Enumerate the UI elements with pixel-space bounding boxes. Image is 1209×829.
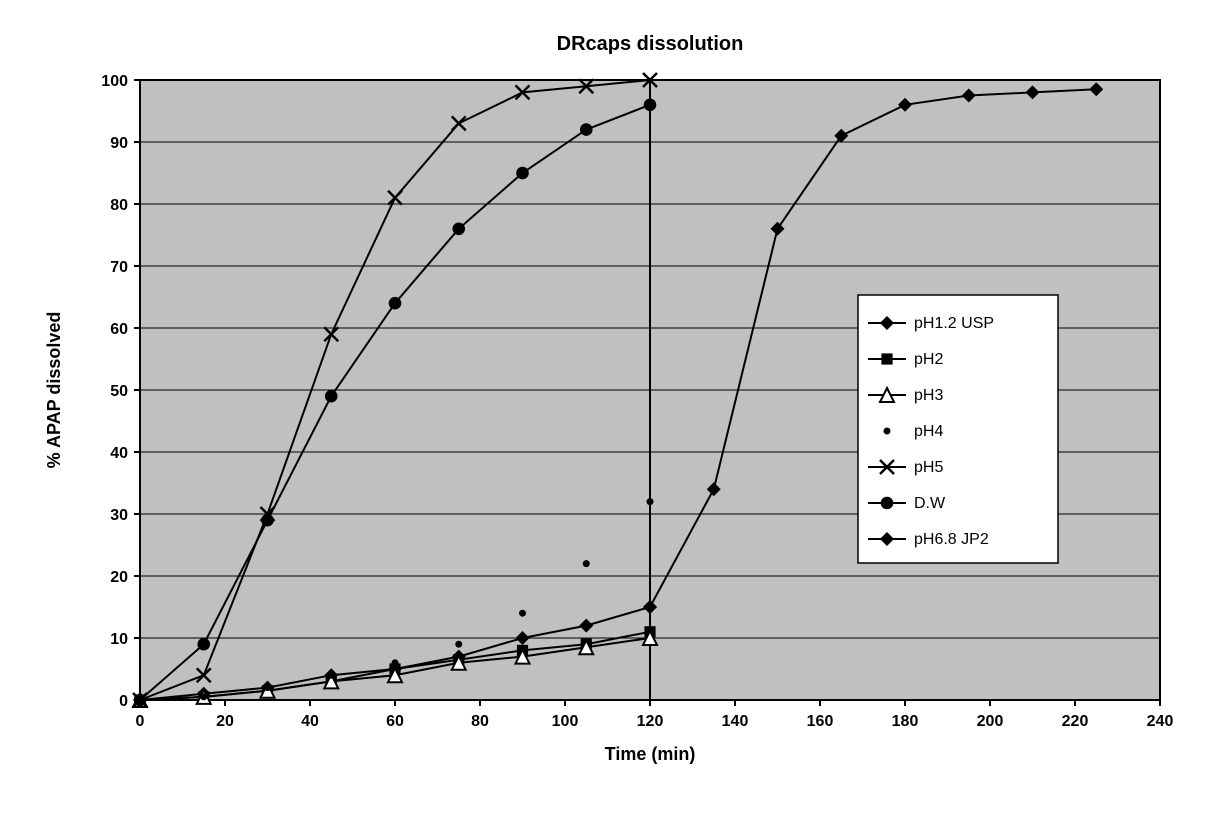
y-tick-label: 0	[119, 693, 128, 710]
y-tick-label: 10	[110, 631, 128, 648]
marker-circle	[644, 99, 657, 112]
legend-label: D.W	[914, 495, 946, 512]
marker-dot	[264, 684, 271, 691]
marker-circle	[261, 514, 274, 527]
marker-dot	[583, 560, 590, 567]
x-tick-label: 180	[892, 713, 919, 730]
marker-dot	[519, 610, 526, 617]
marker-dot	[455, 641, 462, 648]
chart-svg: 0 20 40 60 80 100 120 140 160 180 200 220 240 0 10 20 30…	[20, 20, 1209, 809]
x-tick-label: 120	[637, 713, 664, 730]
marker-circle	[516, 167, 529, 180]
x-tick-label: 0	[136, 713, 145, 730]
marker-square	[881, 353, 892, 364]
legend-label: pH2	[914, 351, 943, 368]
y-tick-label: 40	[110, 445, 128, 462]
legend-label: pH5	[914, 459, 943, 476]
legend-label: pH6.8 JP2	[914, 531, 989, 548]
y-tick-label: 20	[110, 569, 128, 586]
y-tick-label: 70	[110, 259, 128, 276]
x-tick-label: 40	[301, 713, 319, 730]
x-tick-label: 20	[216, 713, 234, 730]
x-tick-label: 140	[722, 713, 749, 730]
x-tick-label: 200	[977, 713, 1004, 730]
x-tick-label: 160	[807, 713, 834, 730]
y-tick-label: 30	[110, 507, 128, 524]
chart-container: 0 20 40 60 80 100 120 140 160 180 200 220 240 0 10 20 30…	[20, 20, 1209, 809]
marker-dot	[884, 428, 891, 435]
x-tick-label: 100	[552, 713, 579, 730]
y-tick-label: 90	[110, 135, 128, 152]
x-tick-label: 60	[386, 713, 404, 730]
y-axis-label: % APAP dissolved	[44, 312, 64, 469]
y-tick-label: 50	[110, 383, 128, 400]
marker-circle	[134, 694, 147, 707]
x-axis-label: Time (min)	[605, 744, 696, 764]
marker-circle	[197, 638, 210, 651]
marker-dot	[392, 659, 399, 666]
marker-dot	[647, 498, 654, 505]
marker-circle	[580, 123, 593, 136]
x-tick-label: 240	[1147, 713, 1174, 730]
marker-circle	[881, 497, 894, 510]
x-tick-label: 220	[1062, 713, 1089, 730]
legend-label: pH1.2 USP	[914, 315, 994, 332]
y-tick-label: 80	[110, 197, 128, 214]
y-tick-label: 60	[110, 321, 128, 338]
marker-dot	[328, 672, 335, 679]
marker-circle	[389, 297, 402, 310]
marker-circle	[452, 223, 465, 236]
legend-label: pH3	[914, 387, 943, 404]
x-tick-label: 80	[471, 713, 489, 730]
y-tick-label: 100	[101, 73, 128, 90]
chart-title: DRcaps dissolution	[557, 33, 744, 55]
marker-circle	[325, 390, 338, 403]
legend-label: pH4	[914, 423, 943, 440]
marker-dot	[200, 693, 207, 700]
